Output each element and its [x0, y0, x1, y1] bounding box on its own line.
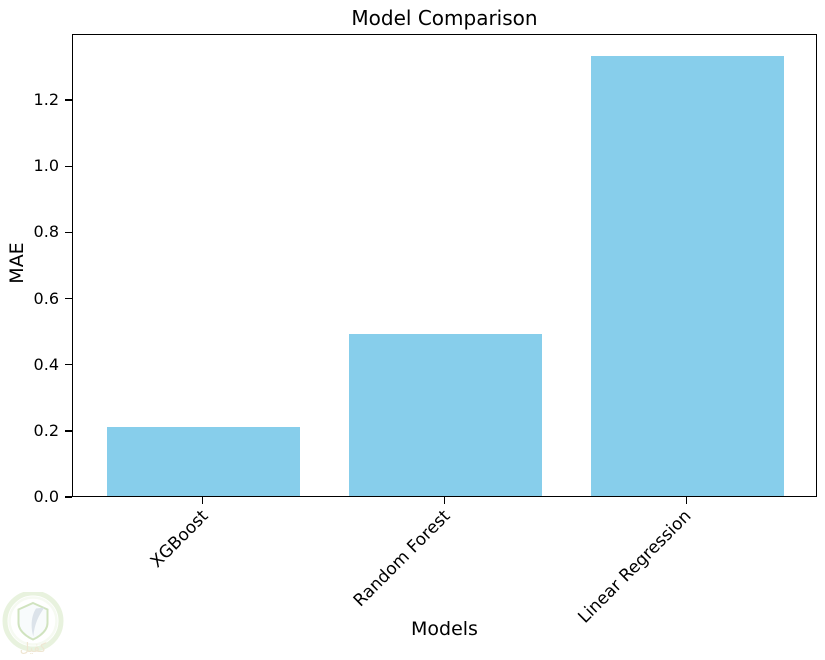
- y-tick-mark: [65, 297, 72, 300]
- y-tick-label-1.2: 1.2: [33, 90, 59, 110]
- x-tick-mark: [443, 497, 446, 504]
- y-tick-mark: [65, 430, 72, 432]
- watermark-inner-ring: [8, 596, 58, 646]
- y-tick-label-0.0: 0.0: [33, 487, 59, 506]
- y-tick-mark: [65, 496, 72, 498]
- x-axis-label: Models: [411, 618, 478, 640]
- y-tick-label-0.2: 0.2: [33, 420, 59, 440]
- y-tick-mark: [65, 231, 72, 234]
- plot-area: [72, 34, 817, 497]
- y-tick-label-1.0: 1.0: [33, 156, 59, 176]
- y-tick-mark: [65, 99, 72, 101]
- watermark-leaf-icon: [31, 607, 45, 637]
- bar-linear-regression: [590, 56, 785, 496]
- y-tick-label-0.4: 0.4: [33, 354, 59, 374]
- y-tick-label-0.8: 0.8: [33, 222, 59, 242]
- y-tick-label-0.6: 0.6: [33, 288, 59, 308]
- chart-title: Model Comparison: [351, 6, 538, 30]
- bar-random-forest: [348, 333, 543, 496]
- kafeel-watermark-logo: كفيل: [2, 592, 64, 656]
- watermark-text: كفيل: [20, 641, 47, 656]
- x-tick-mark: [201, 497, 204, 504]
- y-tick-mark: [65, 165, 72, 168]
- bar-xgboost: [106, 426, 301, 496]
- x-tick-mark: [685, 497, 688, 504]
- y-tick-mark: [65, 363, 72, 366]
- watermark-outer-ring: [2, 592, 64, 652]
